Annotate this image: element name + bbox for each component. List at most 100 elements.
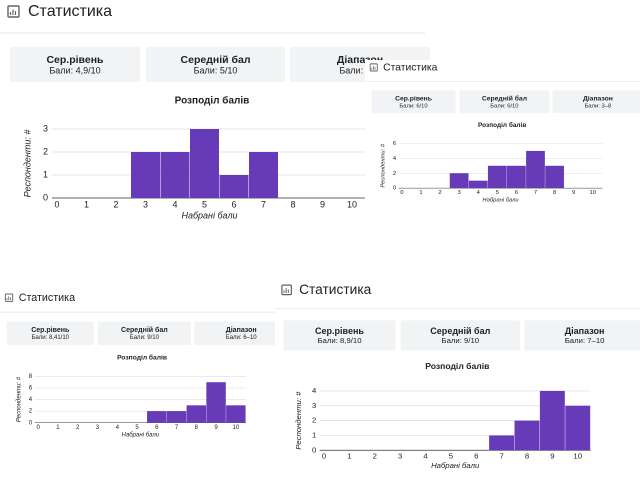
stat-card-value: Бали: 9/10 — [442, 336, 480, 345]
chart-title: Розподіл балів — [175, 95, 250, 107]
x-tick-label: 7 — [499, 451, 503, 460]
x-tick-label: 1 — [84, 199, 89, 209]
x-tick-label: 9 — [214, 425, 218, 431]
stat-card-value: Бали: 6/10 — [399, 103, 427, 109]
stat-card — [10, 47, 140, 82]
x-tick-label: 6 — [515, 190, 518, 196]
bar — [565, 405, 591, 451]
stat-card-value: Бали: 3–7 — [339, 65, 380, 75]
x-tick-label: 8 — [553, 190, 556, 196]
header-title: Статистика — [19, 292, 75, 304]
stat-card — [400, 320, 521, 351]
x-tick-label: 6 — [155, 425, 159, 431]
bar — [160, 152, 190, 198]
stat-card-value: Бали: 8,9/10 — [317, 336, 361, 345]
bar — [545, 165, 564, 189]
bar — [147, 411, 167, 423]
bar — [449, 173, 469, 189]
x-tick-label: 2 — [438, 190, 441, 196]
y-axis-label: Респонденти: # — [16, 376, 22, 422]
x-tick-label: 10 — [232, 425, 239, 431]
x-tick-label: 8 — [525, 451, 529, 460]
y-tick-label: 8 — [29, 374, 33, 380]
stat-card-value: Бали: 6/10 — [490, 103, 518, 109]
y-tick-label: 0 — [43, 192, 48, 202]
header-title: Статистика — [299, 282, 372, 297]
chart-title: Розподіл балів — [478, 121, 526, 129]
x-tick-label: 9 — [572, 190, 575, 196]
x-tick-label: 10 — [347, 199, 357, 209]
x-tick-label: 5 — [496, 190, 499, 196]
x-tick-label: 4 — [172, 199, 177, 209]
y-tick-label: 2 — [393, 171, 396, 177]
x-tick-label: 8 — [195, 425, 199, 431]
stat-card — [459, 90, 550, 114]
x-axis-label: Набрані бали — [122, 432, 160, 438]
y-tick-label: 2 — [43, 146, 48, 156]
y-tick-label: 6 — [393, 141, 396, 147]
y-tick-label: 4 — [29, 397, 33, 403]
bar — [489, 435, 515, 451]
x-tick-label: 6 — [231, 199, 236, 209]
stat-card-title: Діапазон — [565, 326, 605, 336]
header-icon — [369, 63, 378, 72]
x-tick-label: 4 — [423, 451, 428, 460]
x-tick-label: 5 — [135, 425, 139, 431]
x-tick-label: 1 — [56, 425, 60, 431]
stat-card — [6, 321, 94, 345]
stat-card — [371, 90, 456, 114]
y-tick-label: 6 — [29, 386, 33, 392]
x-tick-label: 0 — [400, 190, 403, 196]
y-tick-label: 4 — [393, 156, 397, 162]
bar — [166, 411, 187, 423]
x-tick-label: 0 — [54, 199, 59, 209]
stat-card — [146, 47, 285, 82]
bar — [131, 152, 160, 198]
x-tick-label: 7 — [534, 190, 537, 196]
bar — [190, 129, 219, 198]
x-tick-label: 1 — [347, 451, 351, 460]
stat-card — [97, 321, 191, 345]
stat-card-title: Середній бал — [482, 95, 527, 103]
stat-card-title: Середній бал — [430, 326, 490, 336]
bar — [514, 420, 540, 451]
stat-card — [194, 321, 289, 345]
stat-card-value: Бали: 9/10 — [130, 335, 160, 341]
bar — [487, 165, 507, 189]
bar — [507, 165, 526, 189]
x-tick-label: 5 — [449, 451, 453, 460]
x-tick-label: 10 — [590, 190, 596, 196]
stat-card-title: Сер.рівень — [46, 54, 104, 66]
stat-card-title: Сер.рівень — [395, 95, 432, 103]
stat-card-title: Сер.рівень — [315, 326, 364, 336]
bar — [206, 382, 226, 423]
bar — [219, 175, 249, 198]
x-tick-label: 2 — [113, 199, 118, 209]
bar — [468, 180, 488, 189]
stat-card-title: Діапазон — [226, 326, 257, 334]
x-tick-label: 7 — [261, 199, 266, 209]
x-tick-label: 7 — [175, 425, 179, 431]
x-tick-label: 9 — [550, 451, 554, 460]
x-tick-label: 3 — [96, 425, 100, 431]
bar — [526, 150, 545, 189]
y-tick-label: 4 — [312, 386, 317, 395]
y-tick-label: 3 — [43, 123, 48, 133]
x-tick-label: 0 — [37, 425, 41, 431]
bar — [226, 405, 246, 423]
header-icon — [7, 5, 20, 18]
y-axis-label: Респонденти: # — [294, 391, 303, 450]
header-icon — [281, 284, 292, 296]
chart-title: Розподіл балів — [425, 361, 489, 371]
y-tick-label: 2 — [312, 416, 316, 425]
x-tick-label: 4 — [116, 425, 120, 431]
stat-card-title: Середній бал — [121, 326, 168, 334]
stat-card-title: Діапазон — [583, 95, 613, 103]
chart-title: Розподіл балів — [117, 353, 167, 361]
x-tick-label: 3 — [398, 451, 402, 460]
y-tick-label: 1 — [312, 430, 316, 439]
stat-card — [283, 320, 396, 351]
y-axis-label: Респонденти: # — [22, 129, 32, 198]
